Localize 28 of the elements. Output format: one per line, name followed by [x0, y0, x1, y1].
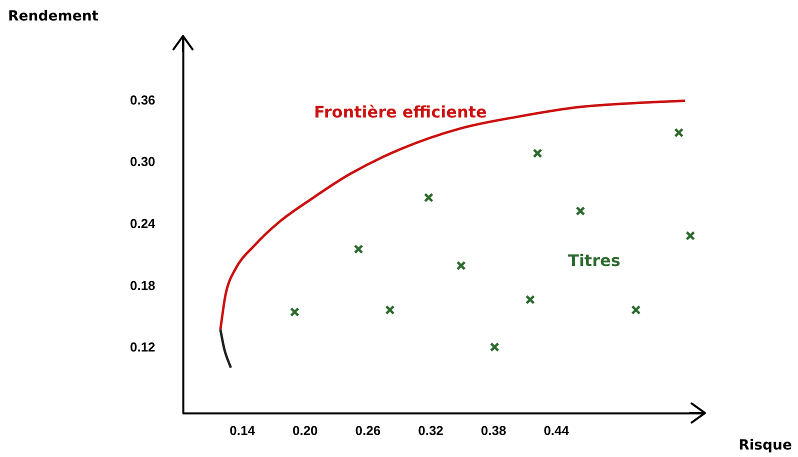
point: [686, 230, 696, 241]
x-tick-label: 0.26: [355, 422, 381, 438]
x-tick-label: 0.20: [292, 422, 318, 438]
y-tick-label: 0.36: [130, 92, 156, 108]
x-tick-label: 0.32: [418, 422, 444, 438]
point: [525, 294, 535, 304]
point: [631, 305, 641, 315]
y-tick-label: 0.24: [130, 216, 156, 231]
y-axis-title: Rendement: [8, 8, 99, 25]
y-tick-label: 0.18: [130, 278, 156, 293]
point: [490, 342, 500, 352]
line-series: [219, 99, 686, 331]
point: [576, 206, 586, 216]
point: [674, 128, 684, 138]
x-tick-label: 0.38: [480, 422, 506, 438]
y-tick-label: 0.12: [130, 340, 156, 355]
point: [354, 244, 364, 254]
x-tick-label: 0.44: [544, 422, 570, 438]
x-tick-label: 0.14: [230, 422, 256, 438]
point: [290, 307, 300, 317]
point: [385, 305, 395, 315]
x-axis-title: Risque: [738, 438, 792, 454]
point: [456, 260, 466, 270]
point: [532, 148, 542, 158]
text: Titres: [568, 250, 620, 270]
point: [424, 192, 434, 202]
y-tick-label: 0.30: [130, 154, 156, 170]
series-label: Frontière efficiente: [314, 102, 487, 122]
